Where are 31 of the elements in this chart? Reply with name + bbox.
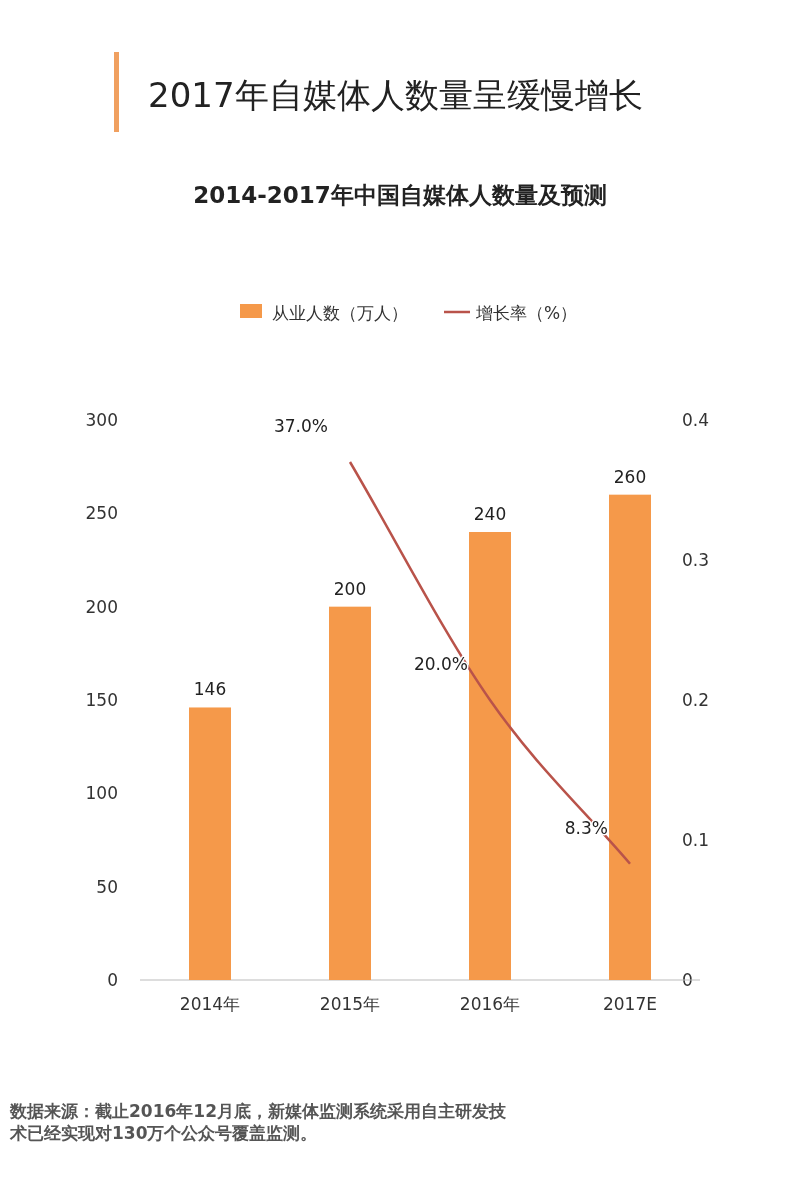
x-tick-label: 2014年 <box>179 994 241 1014</box>
x-tick-label: 2015年 <box>319 994 381 1014</box>
bar <box>329 606 371 980</box>
data-label: 260 <box>613 466 647 487</box>
bar <box>609 494 651 980</box>
y2-tick-label: 0.2 <box>682 690 710 710</box>
y2-tick-label: 0.1 <box>682 830 710 850</box>
y-tick-label: 250 <box>85 503 118 524</box>
y2-tick-label: 0.3 <box>682 550 710 570</box>
data-label: 37.0% <box>273 416 328 436</box>
chart-subtitle: 2014-2017年中国自媒体人数量及预测 <box>193 182 607 208</box>
y-tick-label: 150 <box>85 690 118 710</box>
source-note: 数据来源：截止2016年12月底，新媒体监测系统采用自主研发技术已经实现对130万个公众号覆盖监测。 <box>10 1100 507 1144</box>
y-tick-label: 100 <box>85 783 118 804</box>
legend-label: 增长率（%） <box>475 303 578 323</box>
y-tick-label: 300 <box>85 410 118 430</box>
y-tick-label: 50 <box>96 876 118 897</box>
bar <box>189 707 231 980</box>
y2-tick-label: 0 <box>682 970 693 990</box>
data-label: 200 <box>333 578 367 599</box>
y-tick-label: 200 <box>85 596 118 617</box>
bar <box>469 532 511 980</box>
x-tick-label: 2017E <box>602 994 658 1014</box>
y2-tick-label: 0.4 <box>682 410 710 430</box>
x-tick-label: 2016年 <box>459 994 521 1014</box>
data-label: 146 <box>193 679 227 700</box>
data-label: 240 <box>473 504 507 524</box>
chart-title: 2017年自媒体人数量呈缓慢增长 <box>148 75 643 115</box>
legend-label: 从业人数（万人） <box>272 303 408 323</box>
y-tick-label: 0 <box>107 970 118 990</box>
data-label: 20.0% <box>413 654 468 674</box>
